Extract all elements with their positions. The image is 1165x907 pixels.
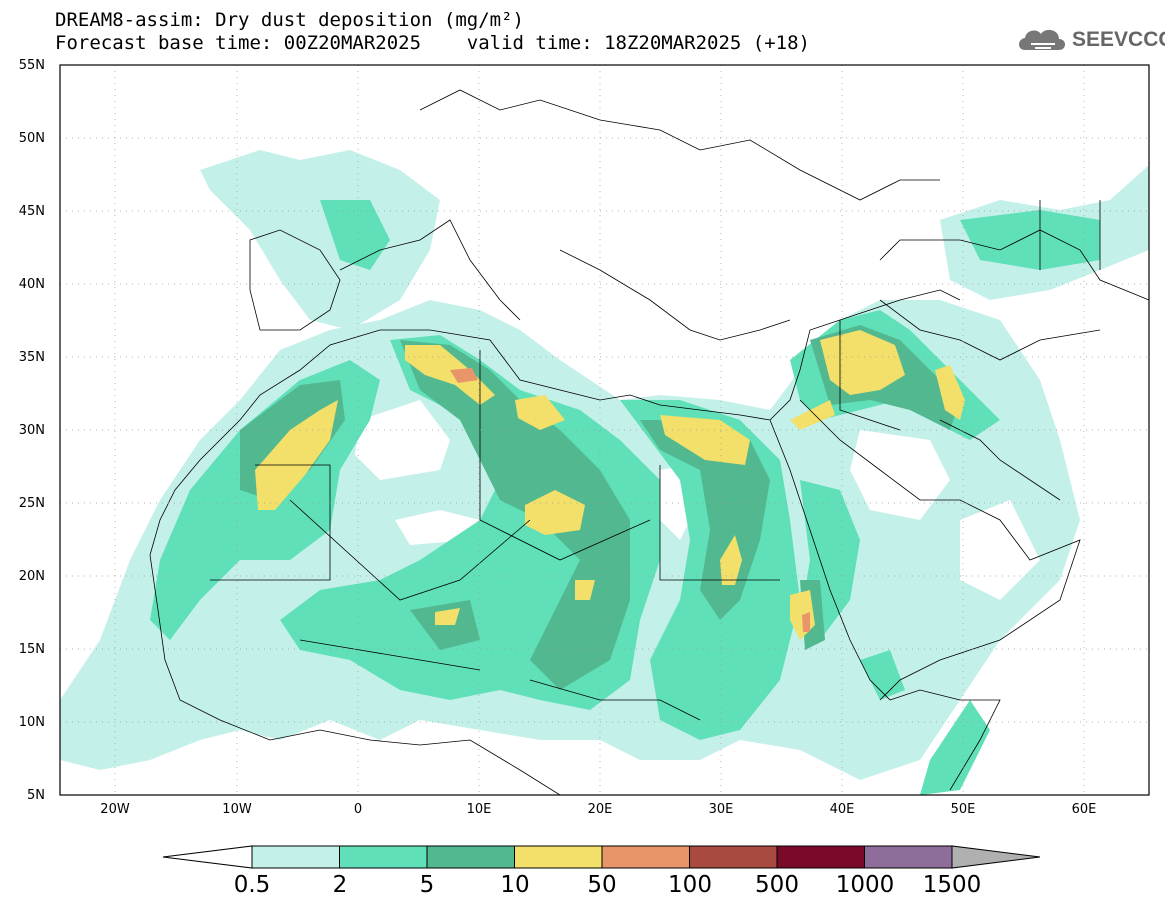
logo-text: SEEVCCC: [1072, 28, 1165, 51]
lat-label: 25N: [19, 496, 45, 511]
deposition-level-50: [450, 368, 810, 632]
colorbar-swatch: [251, 845, 340, 869]
lat-label: 5N: [27, 788, 45, 803]
deposition-level-10: [255, 330, 965, 640]
colorbar-swatch: [339, 845, 428, 869]
lat-label: 45N: [19, 204, 45, 219]
lat-label: 35N: [19, 350, 45, 365]
map-subtitle: Forecast base time: 00Z20MAR2025 valid t…: [55, 32, 810, 54]
lat-label: 15N: [19, 642, 45, 657]
lon-label: 0: [354, 802, 362, 817]
colorbar-low-arrow: [162, 845, 253, 869]
colorbar-label: 2: [333, 872, 348, 898]
lon-label: 10W: [222, 802, 252, 817]
lon-label: 40E: [830, 802, 855, 817]
lat-label: 50N: [19, 131, 45, 146]
seevccc-logo: SEEVCCC: [1017, 22, 1165, 58]
colorbar-label: 10: [500, 872, 529, 898]
colorbar-label: 5: [420, 872, 435, 898]
map-frame: [59, 64, 1150, 796]
lat-label: 55N: [19, 58, 45, 73]
lat-label: 10N: [19, 715, 45, 730]
colorbar-swatch: [776, 845, 865, 869]
lon-label: 50E: [951, 802, 976, 817]
lon-label: 10E: [467, 802, 492, 817]
colorbar-label: 1000: [836, 872, 895, 898]
colorbar-label: 100: [668, 872, 712, 898]
colorbar-label: 0.5: [234, 872, 271, 898]
colorbar-swatch: [864, 845, 953, 869]
lon-label: 30E: [709, 802, 734, 817]
colorbar-label: 1500: [923, 872, 982, 898]
colorbar: 0.5 2 5 10 50 100 500 1000 1500: [162, 845, 1041, 898]
lon-label: 20W: [100, 802, 130, 817]
colorbar-high-arrow: [951, 845, 1041, 869]
lat-label: 20N: [19, 569, 45, 584]
longitude-labels: 20W 10W 0 10E 20E 30E 40E 50E 60E: [100, 802, 1096, 817]
colorbar-swatch: [426, 845, 515, 869]
lon-label: 20E: [588, 802, 613, 817]
colorbar-swatch: [689, 845, 778, 869]
colorbar-swatch: [514, 845, 603, 869]
colorbar-label: 500: [755, 872, 799, 898]
colorbar-label: 50: [587, 872, 616, 898]
no-deposition-areas: [355, 400, 1040, 600]
coastlines: [149, 89, 1149, 795]
map-title: DREAM8-assim: Dry dust deposition (mg/m²…: [55, 9, 524, 31]
cloud-icon: [1019, 29, 1065, 50]
lat-label: 40N: [19, 277, 45, 292]
lat-label: 30N: [19, 423, 45, 438]
colorbar-swatch: [601, 845, 690, 869]
latitude-labels: 55N 50N 45N 40N 35N 30N 25N 20N 15N 10N …: [19, 58, 45, 803]
lon-label: 60E: [1072, 802, 1097, 817]
